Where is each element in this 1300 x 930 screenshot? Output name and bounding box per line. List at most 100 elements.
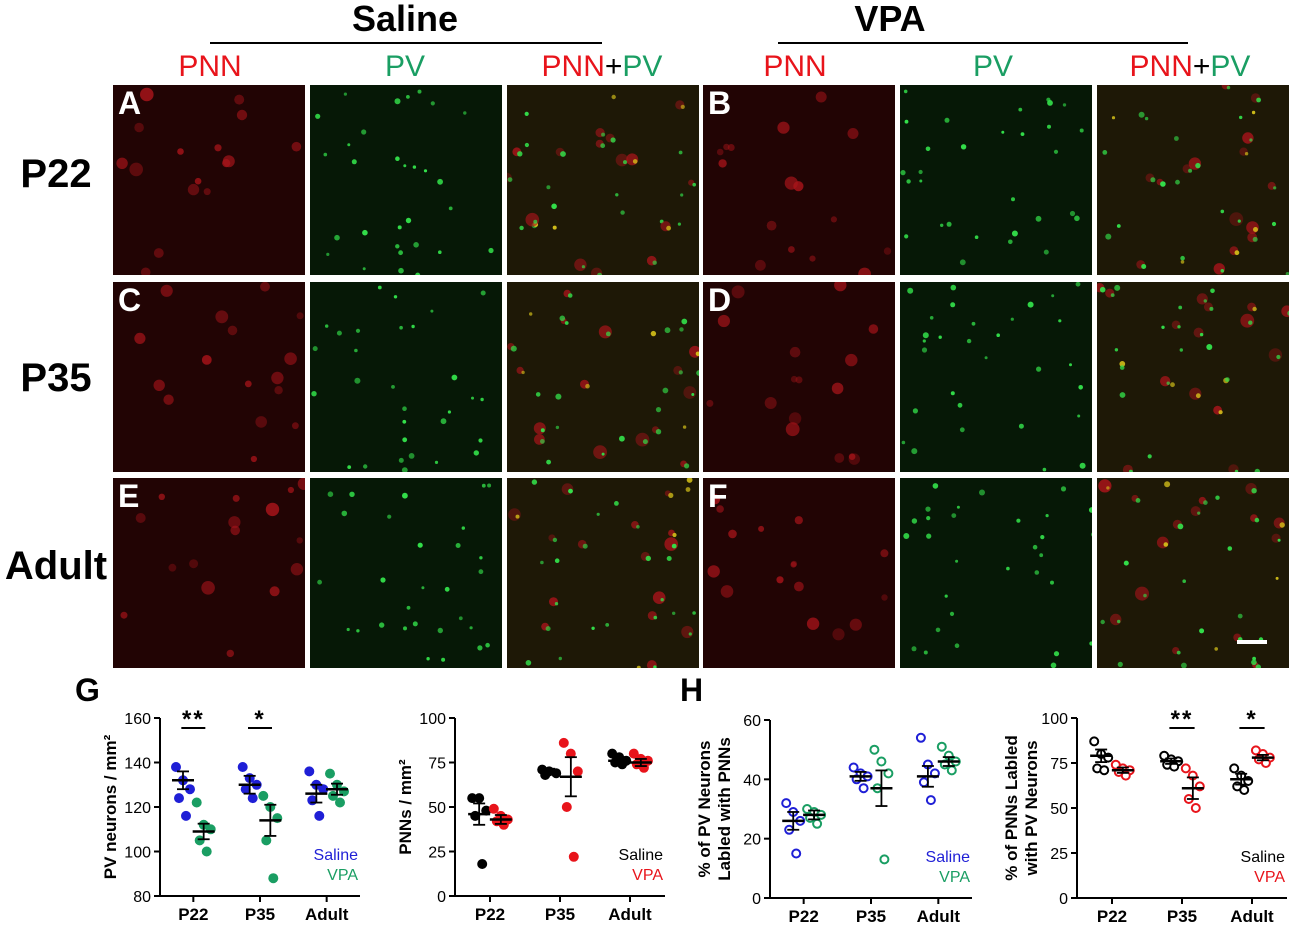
x-tick-label: P22: [178, 905, 208, 924]
row-label-p35: P35: [20, 356, 92, 400]
data-point: [304, 766, 315, 777]
data-point: [883, 768, 894, 779]
y-tick-label: 100: [1041, 711, 1068, 728]
x-tick-label: P22: [1097, 907, 1127, 926]
legend-entry: VPA: [327, 867, 358, 884]
merge-label-pv-vpa: PV: [1210, 50, 1251, 83]
data-point: [936, 741, 947, 752]
column-label-pv-vpa: PV: [972, 50, 1014, 83]
y-axis-label-line: % of PV Neurons: [695, 741, 714, 878]
legend-entry: Saline: [619, 847, 664, 864]
row-label-p22: P22: [20, 152, 92, 196]
data-point: [915, 732, 926, 743]
data-point: [335, 797, 345, 808]
x-tick-label: Adult: [1230, 907, 1274, 926]
data-point: [876, 756, 887, 767]
data-point: [1180, 763, 1191, 774]
micrograph-pv-saline-adult: [310, 478, 502, 668]
x-tick-label: Adult: [608, 905, 652, 924]
significance-label: **: [182, 706, 205, 733]
data-point: [1239, 785, 1250, 795]
group-title-vpa: VPA: [854, 0, 926, 39]
column-label-merge: PNN+PV: [507, 50, 697, 84]
data-point: [561, 802, 572, 812]
micrograph-merge-saline-p22: [507, 85, 699, 275]
legend-entry: VPA: [632, 867, 663, 884]
data-point: [568, 851, 579, 862]
y-tick-label: 50: [428, 800, 446, 817]
y-tick-label: 0: [1059, 891, 1068, 908]
data-point: [247, 793, 258, 804]
x-tick-label: P35: [856, 907, 886, 926]
chart-h-pnn-with-pv: 0 25 50 75 100 P22 P35 Adult % of PNNs Labled wit…: [1002, 706, 1287, 926]
chart-h-pv-with-pnn: 0 20 40 60 P22 P35 Adult % of PV Neurons Labled …: [695, 713, 972, 926]
data-point: [488, 803, 499, 814]
data-point: [791, 848, 802, 859]
chart-g-pnns: 0 25 50 75 100 P22 P35 Adult PNNs / mm² Saline VPA: [396, 711, 665, 924]
micrograph-pv-vpa-adult: [900, 478, 1092, 668]
x-tick-label: P35: [1167, 907, 1197, 926]
data-point: [268, 873, 279, 884]
data-point: [858, 783, 869, 794]
chart-g-pv-neurons: 80 100 120 140 160 P22 P35 Adult PV neurons / mm…: [101, 706, 360, 924]
y-tick-label: 0: [437, 889, 446, 906]
data-point: [181, 810, 191, 821]
y-tick-label: 100: [419, 711, 446, 728]
data-point: [258, 790, 269, 801]
y-axis-label-line: Labled with PNNs: [715, 737, 734, 881]
data-point: [1190, 803, 1201, 813]
y-tick-label: 20: [743, 832, 761, 849]
y-tick-label: 60: [743, 713, 761, 730]
data-point: [925, 795, 936, 806]
micrograph-pv-vpa-p22: [900, 85, 1092, 275]
merge-label-plus: +: [604, 50, 623, 83]
micrograph-pv-saline-p22: [310, 85, 502, 275]
micrograph-merge-vpa-p35: [1097, 282, 1289, 472]
data-point: [171, 762, 181, 772]
data-point: [314, 810, 325, 821]
y-tick-label: 80: [133, 889, 151, 906]
panel-letter-f: F: [708, 478, 728, 514]
y-tick-label: 160: [124, 711, 151, 728]
significance-label: **: [1171, 706, 1194, 733]
panel-letter-b: B: [708, 85, 732, 121]
x-tick-label: Adult: [305, 905, 349, 924]
micrograph-pv-saline-p35: [310, 282, 502, 472]
data-point: [194, 835, 205, 846]
merge-label-pnn: PNN: [541, 50, 605, 83]
x-tick-label: P22: [475, 905, 505, 924]
y-tick-label: 120: [124, 800, 151, 817]
micrograph-pnn-vpa-p22: B: [703, 85, 895, 275]
micrograph-pnn-vpa-adult: F: [703, 478, 895, 668]
panel-letter-a: A: [118, 85, 142, 121]
data-point: [572, 766, 583, 777]
data-point: [879, 854, 890, 865]
data-point: [1229, 763, 1240, 774]
data-point: [848, 762, 859, 773]
group-divider-saline: [210, 42, 602, 44]
micrograph-merge-vpa-p22: [1097, 85, 1289, 275]
row-label-adult: Adult: [4, 544, 108, 588]
y-tick-label: 75: [428, 756, 446, 773]
data-point: [328, 790, 338, 801]
y-tick-label: 140: [124, 756, 151, 773]
scale-bar: [1237, 640, 1267, 644]
data-point: [261, 835, 272, 846]
data-point: [628, 748, 639, 759]
merge-label-pnn-vpa: PNN: [1129, 50, 1193, 83]
group-divider-vpa: [778, 42, 1188, 44]
legend-entry: Saline: [314, 847, 359, 864]
data-point: [781, 798, 792, 809]
y-tick-label: 50: [1050, 801, 1068, 818]
x-tick-label: Adult: [917, 907, 961, 926]
data-point: [240, 784, 251, 795]
data-point: [191, 797, 202, 808]
micrograph-pnn-saline-adult: E: [113, 478, 305, 668]
y-tick-label: 25: [428, 845, 446, 862]
data-point: [558, 737, 569, 748]
data-point: [174, 793, 184, 804]
micrograph-merge-vpa-adult: [1097, 478, 1289, 668]
y-axis-label: PV neurons / mm²: [101, 734, 120, 879]
panel-letter-d: D: [708, 282, 732, 318]
data-point: [869, 744, 880, 755]
